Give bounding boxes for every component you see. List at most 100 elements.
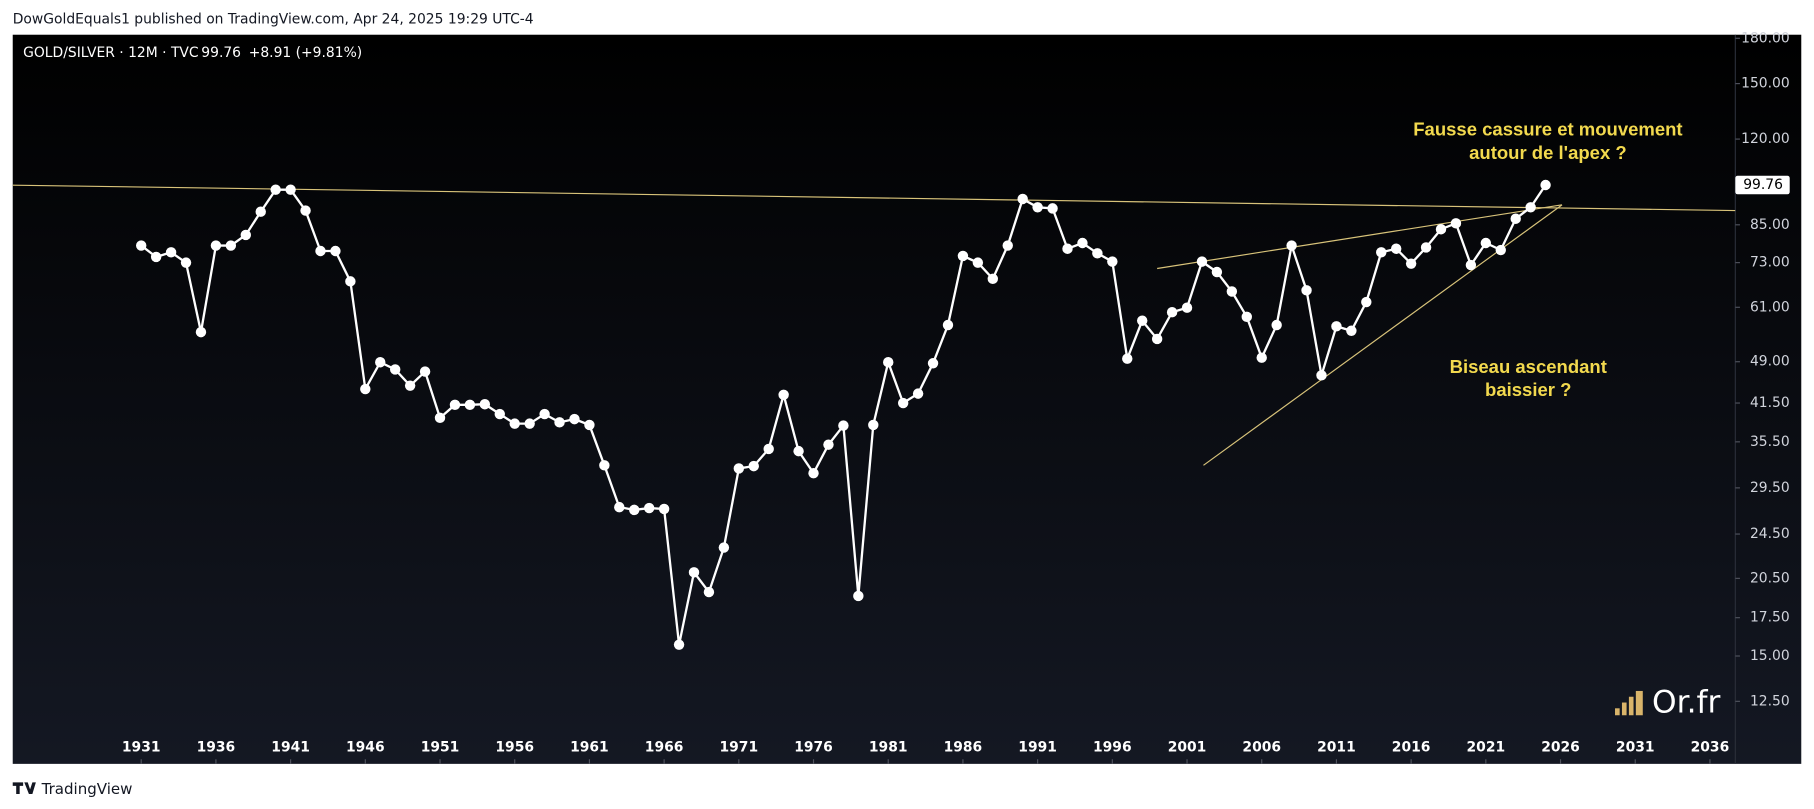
y-tick-label: 17.50 (1750, 610, 1790, 626)
price-point (1405, 258, 1417, 269)
price-point (1107, 256, 1118, 267)
price-point (748, 460, 759, 472)
price-point (703, 586, 715, 598)
price-point (345, 276, 356, 287)
price-point (763, 443, 774, 455)
price-point (673, 639, 685, 650)
price-point (136, 240, 147, 251)
logo-bar (1615, 708, 1620, 716)
y-tick-label: 61.00 (1750, 299, 1790, 315)
y-tick-label: 85.00 (1750, 217, 1790, 233)
price-point (1136, 315, 1148, 326)
y-tick-label: 15.00 (1750, 648, 1790, 664)
price-point (360, 383, 371, 395)
trend-line (12, 184, 1736, 212)
price-point (315, 245, 326, 257)
price-point (1151, 333, 1163, 345)
price-point (389, 364, 401, 375)
price-point (1241, 311, 1252, 323)
price-point (599, 460, 610, 471)
price-point (434, 412, 446, 424)
price-point (180, 257, 192, 268)
price-point (509, 418, 520, 429)
price-point (1390, 243, 1402, 254)
footer: TradingView (12, 780, 132, 798)
price-point (853, 590, 864, 602)
x-tick-label: 1956 (495, 740, 534, 756)
price-point (987, 273, 999, 285)
price-point (1301, 285, 1312, 296)
price-point (643, 502, 655, 514)
y-tick-label: 12.50 (1750, 693, 1790, 709)
x-tick-label: 1941 (271, 740, 310, 756)
price-point (972, 257, 984, 268)
price-point (270, 184, 281, 195)
price-point (1376, 247, 1387, 258)
price-point (1540, 179, 1551, 191)
price-point (629, 504, 640, 516)
price-point (912, 388, 924, 399)
price-point (1002, 240, 1013, 251)
price-point (718, 542, 730, 553)
logo-bar (1621, 702, 1627, 716)
price-point (569, 413, 580, 425)
price-point (733, 463, 745, 474)
x-tick-label: 2036 (1691, 740, 1730, 756)
change: +8.91 (+9.81%) (249, 45, 362, 61)
y-tick-label: 41.50 (1750, 395, 1790, 411)
y-tick-label: 24.50 (1750, 526, 1790, 542)
x-tick-label: 1981 (869, 740, 908, 756)
annotation: autour de l'apex ? (1469, 142, 1627, 163)
price-point (927, 358, 939, 369)
price-point (1450, 218, 1462, 229)
price-point (957, 250, 969, 262)
price-point (449, 399, 461, 411)
y-tick-label: 150.00 (1741, 76, 1790, 92)
x-tick-label: 1991 (1018, 740, 1057, 756)
price-point (658, 503, 670, 515)
annotation: Biseau ascendant (1450, 356, 1607, 377)
price-point (1256, 352, 1267, 363)
price-point (1525, 202, 1536, 213)
price-point (479, 399, 491, 410)
price-point (793, 445, 804, 457)
price-point (464, 399, 476, 411)
x-tick-label: 2001 (1168, 740, 1207, 756)
price-point (225, 240, 237, 251)
price-point (1092, 248, 1103, 259)
annotation: Fausse cassure et mouvement (1413, 119, 1682, 140)
y-tick-label: 120.00 (1741, 131, 1790, 147)
price-point (165, 247, 177, 258)
price-tag (1735, 175, 1790, 195)
price-point (1077, 237, 1088, 249)
price-point (1316, 370, 1327, 381)
price-point (808, 467, 819, 479)
price-point (584, 419, 595, 431)
price-point (1420, 242, 1432, 253)
annotation: baissier ? (1485, 379, 1571, 400)
price-point (688, 567, 700, 578)
price-point (1510, 213, 1521, 224)
price-point (255, 206, 266, 217)
symbol: GOLD/SILVER · 12M · TVC (23, 45, 198, 61)
x-tick-label: 2031 (1616, 740, 1655, 756)
price-point (838, 420, 849, 431)
x-tick-label: 1966 (645, 740, 684, 756)
price-point (1271, 319, 1282, 331)
price-point (823, 439, 834, 450)
price-point (375, 357, 386, 368)
x-tick-label: 1946 (346, 740, 385, 756)
legend: GOLD/SILVER · 12M · TVC 99.76 +8.91 (+9.… (23, 45, 362, 61)
x-tick-label: 1996 (1093, 740, 1132, 756)
price-point (1435, 224, 1447, 235)
last-price: 99.76 (201, 45, 241, 61)
x-tick-label: 2006 (1242, 740, 1281, 756)
watermark: Or.fr (1652, 685, 1720, 721)
y-tick-label: 73.00 (1750, 255, 1790, 271)
price-tag-label: 99.76 (1743, 177, 1783, 193)
price-point (1032, 202, 1043, 213)
logo-bar (1635, 690, 1643, 716)
price-point (330, 245, 341, 257)
